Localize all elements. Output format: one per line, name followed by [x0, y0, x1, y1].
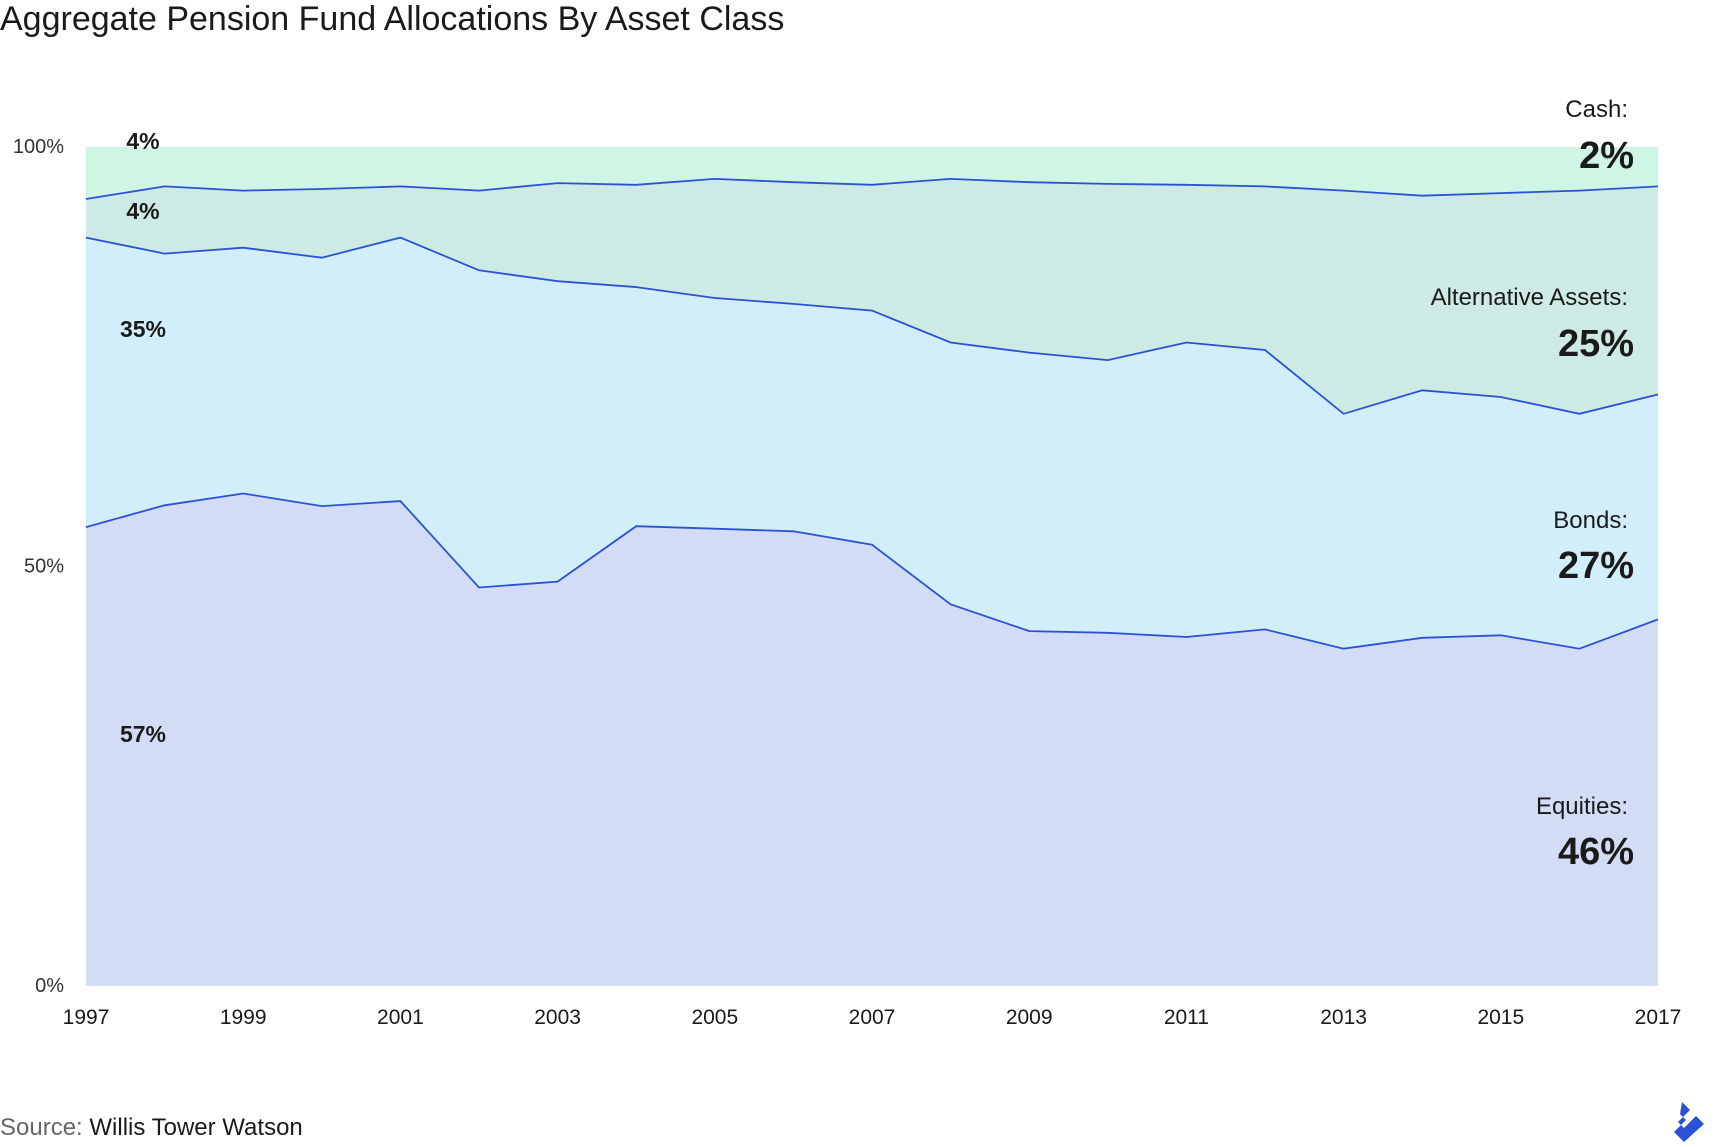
y-tick-label: 0%: [35, 975, 64, 997]
stacked-area-chart: 0% 50% 100% 1997 1999 2001 2003 2005 2007 2009 20…: [13, 96, 1682, 1029]
chart-title: Aggregate Pension Fund Allocations By As…: [0, 0, 785, 38]
end-label-cash: Cash:: [1565, 96, 1628, 123]
start-label-equities: 57%: [120, 721, 166, 747]
y-tick-label: 100%: [13, 136, 64, 158]
y-axis-ticks: 0% 50% 100%: [13, 136, 64, 997]
x-tick-label: 2011: [1164, 1006, 1209, 1029]
x-tick-label: 2005: [691, 1006, 738, 1029]
end-label-equities: Equities:: [1536, 793, 1628, 820]
y-tick-label: 50%: [24, 556, 64, 578]
x-tick-label: 2017: [1635, 1006, 1682, 1029]
source-note: Source: Willis Tower Watson: [0, 1114, 303, 1142]
area-bonds: [86, 237, 1658, 649]
start-label-bonds: 35%: [120, 316, 166, 342]
boundary-line-bonds-top: [85, 236, 1659, 415]
end-value-alternative-assets: 25%: [1558, 323, 1634, 365]
end-label-bonds: Bonds:: [1553, 507, 1628, 534]
x-tick-label: 2015: [1477, 1006, 1524, 1029]
brand-logo-icon: [1674, 1102, 1704, 1142]
boundary-line-equities-top: [85, 492, 1659, 650]
x-tick-label: 1999: [220, 1006, 267, 1029]
series-labels: 57% Equities: 46% 35% Bonds: 27% 4% Alternative…: [120, 96, 1634, 873]
end-value-bonds: 27%: [1558, 545, 1634, 587]
x-axis-ticks: 1997 1999 2001 2003 2005 2007 2009 2011 2013 2015…: [63, 1006, 1682, 1029]
end-label-alternative-assets: Alternative Assets:: [1431, 284, 1628, 311]
x-tick-label: 2013: [1320, 1006, 1367, 1029]
x-tick-label: 2009: [1006, 1006, 1053, 1029]
boundary-line-alternatives-top: [85, 177, 1659, 200]
end-value-cash: 2%: [1579, 135, 1634, 177]
source-value: Willis Tower Watson: [89, 1114, 303, 1141]
area-layer: [86, 147, 1658, 986]
x-tick-label: 2001: [377, 1006, 424, 1029]
boundary-line-layer: [85, 177, 1659, 650]
x-tick-label: 2007: [849, 1006, 896, 1029]
end-value-equities: 46%: [1558, 831, 1634, 873]
x-tick-label: 2003: [534, 1006, 581, 1029]
x-tick-label: 1997: [63, 1006, 110, 1029]
source-label: Source:: [0, 1114, 83, 1141]
start-label-alternative-assets: 4%: [126, 198, 159, 224]
area-equities: [86, 493, 1658, 986]
area-alternatives: [86, 178, 1658, 414]
start-label-cash: 4%: [126, 128, 159, 154]
